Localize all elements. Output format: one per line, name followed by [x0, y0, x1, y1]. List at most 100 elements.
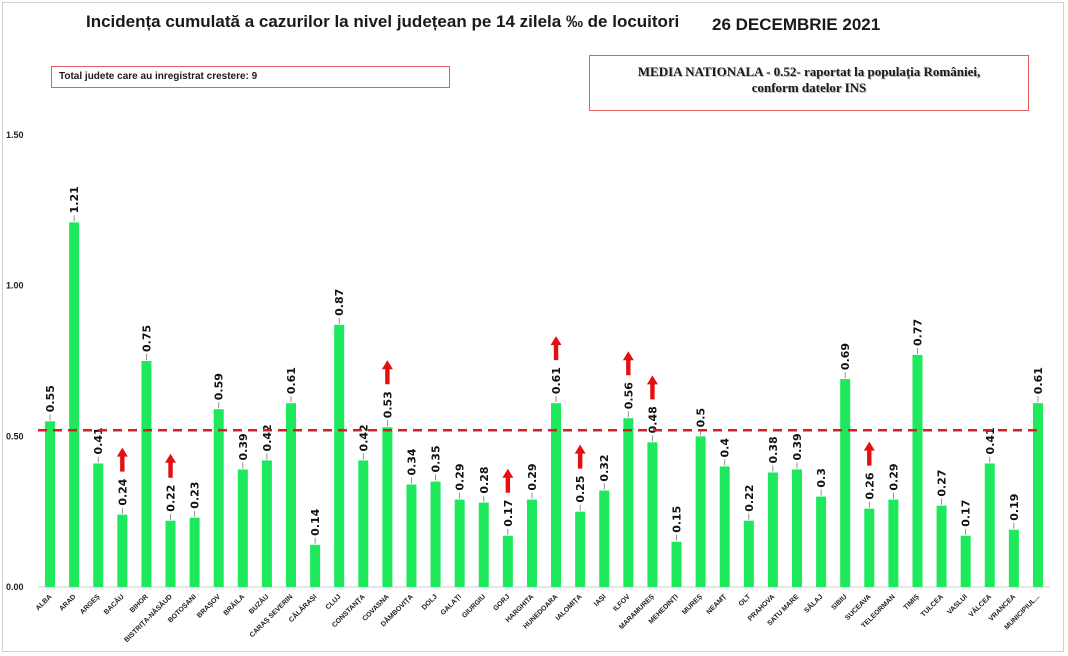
bar — [69, 222, 80, 588]
increase-arrow-icon — [165, 453, 177, 478]
y-tick-label: 0.50 — [6, 431, 24, 441]
bar — [840, 379, 851, 587]
bar — [189, 517, 200, 587]
y-axis: 0.00 0.50 1.00 1.50 — [6, 130, 1050, 592]
x-tick-label: CARAȘ SEVERIN — [249, 593, 295, 639]
increase-arrow-icon — [502, 468, 514, 493]
chart-title: Incidența cumulată a cazurilor la nivel … — [86, 12, 680, 31]
x-tick-label: VASLUI — [946, 593, 969, 616]
increase-arrow-icon — [863, 441, 875, 466]
bar — [767, 472, 778, 587]
x-tick-label: TIMIȘ — [903, 593, 921, 611]
x-tick-label: ARAD — [58, 593, 77, 612]
value-label: 0.41 — [984, 427, 997, 454]
bar — [647, 442, 658, 587]
x-tick-label: OLT — [738, 593, 753, 608]
value-label: 0.56 — [622, 382, 635, 409]
value-label: 0.17 — [502, 500, 515, 527]
bar — [864, 508, 875, 587]
increase-count-box: Total judete care au inregistrat crester… — [51, 66, 450, 88]
y-tick-label: 1.00 — [6, 281, 24, 291]
value-label: 0.23 — [189, 482, 202, 509]
x-tick-label: MUREȘ — [681, 593, 704, 616]
bar — [430, 481, 441, 587]
bar — [816, 496, 827, 587]
x-tick-label: IALOMIȚA — [555, 593, 584, 622]
x-tick-label: TULCEA — [920, 593, 945, 618]
bar — [551, 403, 562, 587]
value-label: 0.17 — [960, 500, 973, 527]
bar — [213, 409, 224, 587]
bar — [743, 520, 754, 587]
x-tick-label: ARGEȘ — [79, 593, 102, 616]
value-label: 0.69 — [839, 343, 852, 370]
value-label: 0.39 — [237, 433, 250, 460]
value-label: 0.29 — [454, 463, 467, 490]
value-label: 0.75 — [140, 325, 153, 352]
bar — [310, 544, 321, 587]
x-tick-label: GORJ — [492, 593, 511, 612]
bar — [599, 490, 610, 587]
national-average-line1: MEDIA NATIONALA - 0.52- raportat la popu… — [637, 64, 981, 79]
value-label: 0.38 — [767, 436, 780, 463]
value-label: 0.42 — [261, 424, 274, 451]
bar — [792, 469, 802, 587]
bar — [93, 463, 104, 587]
increase-arrow-icon — [646, 375, 658, 400]
x-tick-label: BUZĂU — [247, 592, 271, 616]
x-tick-label: SIBIU — [830, 593, 848, 611]
bar — [334, 324, 345, 587]
bar — [719, 466, 730, 587]
bar — [141, 361, 152, 587]
bar — [695, 436, 706, 587]
value-label: 0.14 — [309, 508, 322, 535]
x-tick-label: BIHOR — [129, 593, 150, 614]
bar — [671, 541, 682, 587]
value-label: 0.29 — [887, 463, 900, 490]
x-tick-label: BRAȘOV — [196, 593, 222, 619]
x-tick-label: DOLJ — [421, 593, 439, 611]
value-label: 0.15 — [671, 506, 684, 533]
y-tick-label: 1.50 — [6, 130, 24, 140]
value-label: 0.59 — [213, 373, 226, 400]
national-average-box: MEDIA NATIONALA - 0.52- raportat la popu… — [589, 55, 1029, 111]
value-label: 0.48 — [646, 406, 659, 433]
bars-group — [45, 222, 1043, 588]
value-label: 0.53 — [381, 391, 394, 418]
increase-arrow-icon — [381, 360, 393, 385]
x-tick-label: GALAȚI — [440, 593, 463, 616]
x-tick-label: SĂLAJ — [802, 592, 825, 615]
bar — [117, 514, 128, 587]
increase-arrow-icon — [116, 447, 128, 472]
value-label: 0.61 — [1032, 367, 1045, 394]
bar — [936, 505, 947, 587]
bar — [358, 460, 369, 587]
bar — [382, 427, 393, 587]
value-label: 0.35 — [430, 445, 443, 472]
value-label: 0.55 — [44, 385, 57, 412]
value-label: 0.24 — [116, 478, 129, 505]
x-tick-label: IAȘI — [593, 593, 608, 608]
bar — [237, 469, 248, 587]
bar — [478, 502, 489, 587]
value-label: 0.61 — [550, 367, 563, 394]
value-label: 0.4 — [719, 438, 732, 458]
value-label: 0.61 — [285, 367, 298, 394]
value-label: 0.42 — [357, 424, 370, 451]
y-tick-label: 0.00 — [6, 582, 24, 592]
x-tick-label: BRĂILA — [221, 592, 246, 617]
x-tick-label: ILFOV — [612, 593, 632, 613]
value-label: 0.32 — [598, 454, 611, 481]
value-label: 0.22 — [165, 485, 178, 512]
x-tick-label: CLUJ — [325, 593, 343, 611]
value-label: 1.21 — [68, 186, 81, 213]
x-tick-label: VÂLCEA — [966, 592, 993, 619]
value-label: 0.87 — [333, 289, 346, 316]
bar — [165, 520, 176, 587]
national-average-line2: conform datelor INS — [751, 80, 867, 95]
report-date: 26 DECEMBRIE 2021 — [712, 15, 881, 34]
bar — [1032, 403, 1043, 587]
value-labels-group: 0.55 1.21 0.41 0.24 0.75 0.22 0.23 0.59 0.39 0.42… — [44, 186, 1045, 544]
x-tick-label: BACĂU — [102, 592, 126, 616]
bar — [454, 499, 465, 587]
